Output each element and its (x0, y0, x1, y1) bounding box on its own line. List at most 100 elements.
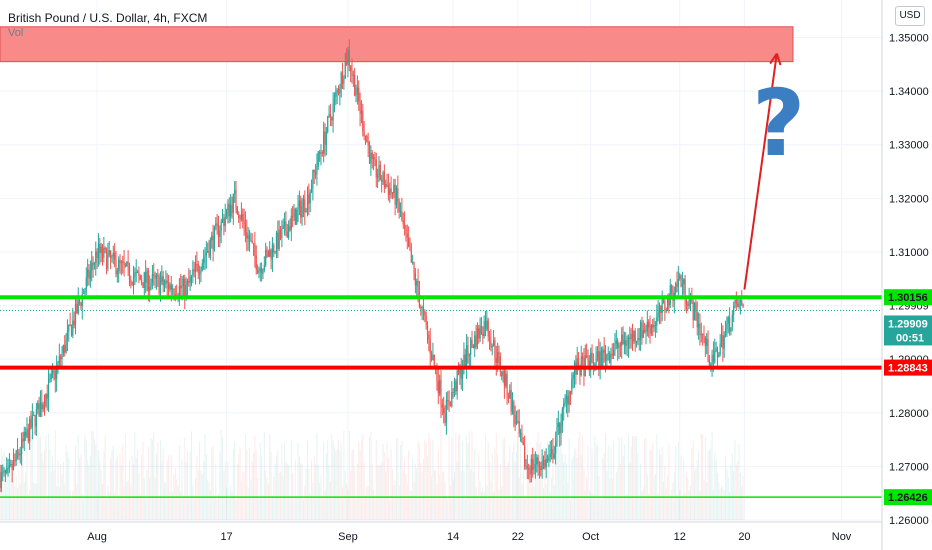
candle-body (15, 450, 17, 461)
volume-bar (110, 458, 112, 520)
candle-body (515, 421, 518, 425)
volume-bar (478, 452, 480, 520)
candle-body (595, 356, 597, 365)
currency-button[interactable]: USD (895, 6, 925, 26)
volume-bar (100, 469, 102, 520)
volume-bar (564, 454, 566, 520)
candle-body (60, 356, 62, 360)
candle-body (565, 396, 568, 401)
candle-body (695, 303, 697, 313)
candle-body (331, 117, 333, 121)
candle-body (524, 445, 526, 467)
candle-body (412, 261, 414, 263)
candle-body (354, 74, 356, 96)
candle-body (185, 284, 187, 298)
candle-body (130, 279, 132, 282)
volume-bar (373, 489, 375, 520)
volume-bar (625, 497, 627, 520)
volume-bar (626, 494, 628, 520)
volume-bar (493, 492, 495, 520)
volume-bar (48, 433, 50, 520)
candle-body (586, 355, 588, 358)
volume-indicator-label[interactable]: Vol (8, 27, 24, 39)
candle-body (482, 333, 484, 337)
volume-bar (277, 449, 279, 520)
candle-body (696, 312, 698, 328)
candle-body (606, 354, 608, 361)
candle-body (455, 381, 457, 392)
volume-bar (331, 434, 333, 520)
volume-bar (563, 462, 565, 520)
volume-bar (247, 487, 249, 520)
candle-body (289, 225, 291, 231)
volume-bar (325, 453, 327, 520)
volume-bar (587, 445, 589, 520)
candle-body (283, 221, 286, 226)
candle-body (464, 354, 466, 368)
volume-bar (359, 450, 361, 520)
candle-body (61, 352, 63, 360)
candle-body (18, 452, 20, 456)
volume-bar (10, 479, 12, 520)
volume-bar (617, 468, 619, 520)
candle-body (741, 300, 743, 305)
candle-body (302, 199, 305, 206)
volume-bar (72, 490, 74, 520)
candle-body (193, 269, 195, 272)
candle-body (471, 339, 473, 345)
volume-bar (607, 445, 609, 520)
volume-bar (271, 495, 273, 520)
volume-bar (502, 439, 504, 520)
candle-body (244, 224, 247, 233)
price-axis[interactable]: 1.260001.270001.280001.290001.299091.310… (881, 0, 929, 550)
candle-body (727, 317, 729, 324)
volume-bar (315, 463, 317, 520)
candle-body (719, 343, 721, 355)
candle-body (155, 275, 158, 279)
candle-body (154, 275, 156, 279)
candle-body (382, 172, 384, 182)
volume-bar (209, 490, 211, 520)
candle-body (29, 418, 31, 442)
volume-bar (722, 486, 724, 520)
volume-bar (596, 445, 598, 520)
candle-body (395, 188, 398, 206)
price-tick-label: 1.31000 (889, 247, 929, 259)
candle-body (220, 220, 222, 231)
horizontal-lines[interactable] (0, 295, 882, 498)
volume-bar (139, 494, 141, 520)
time-axis[interactable]: Aug 17 Sep 14 22 Oct 12 20 Nov (0, 521, 882, 543)
price-tick-label: 1.35000 (889, 33, 929, 45)
candle-body (88, 269, 90, 279)
volume-bar (381, 462, 383, 520)
volume-bar (495, 432, 497, 520)
volume-bar (128, 460, 130, 520)
candle-body (418, 293, 421, 308)
volume-bar (735, 464, 737, 520)
candle-body (292, 215, 294, 217)
candle-body (197, 263, 199, 274)
candle-body (599, 351, 601, 368)
candle-body (104, 247, 106, 250)
candle-body (372, 157, 375, 159)
candle-body (374, 157, 376, 160)
volume-bar (582, 436, 584, 520)
candle-body (170, 284, 172, 290)
candle-body (301, 205, 303, 218)
candle-body (135, 272, 137, 274)
candle-body (173, 288, 175, 295)
volume-bar (382, 443, 384, 520)
candle-body (530, 459, 532, 475)
candle-body (271, 244, 274, 260)
candle-body (526, 465, 528, 469)
candle-body (73, 320, 75, 326)
candle-body (221, 218, 224, 221)
volume-bar (731, 453, 733, 520)
candle-body (433, 355, 435, 366)
candle-body (190, 275, 193, 277)
volume-bar (97, 450, 99, 520)
candle-body (310, 188, 313, 193)
volume-bar (727, 477, 729, 520)
